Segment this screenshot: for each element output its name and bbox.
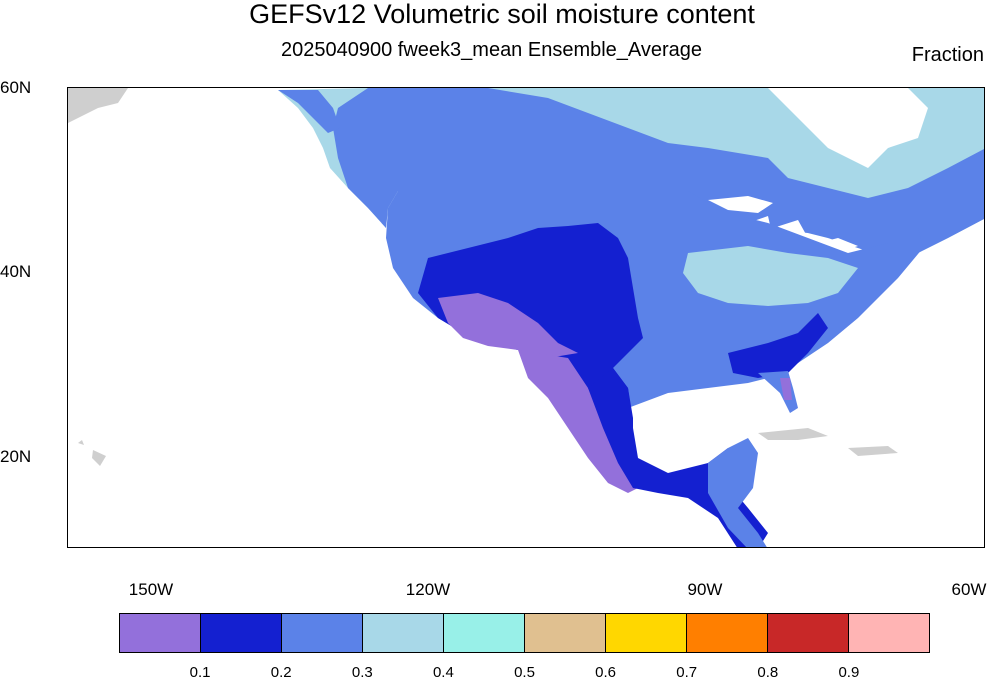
colorbar-box [525,614,606,652]
chart-subtitle: 2025040900 fweek3_mean Ensemble_Average [281,39,703,61]
region-ohio-valley [683,246,858,306]
region-great-lakes [708,196,858,256]
region-florida-tip [780,378,792,400]
region-alaska-panhandle [278,90,340,133]
colorbar [119,613,930,653]
colorbar-label: 0.4 [432,664,454,681]
lat-label: 40N [0,262,32,281]
colorbar-box [444,614,525,652]
region-caribbean [758,428,898,456]
units-label: Fraction [911,44,984,66]
region-central-america [708,438,767,547]
lat-label: 20N [0,447,32,466]
region-hawaii [78,440,106,466]
region-hudson-bay [768,88,928,168]
colorbar-label: 0.7 [676,664,698,681]
chart-title: GEFSv12 Volumetric soil moisture content [249,0,755,29]
region-alaska-corner [68,88,128,123]
colorbar-box [768,614,849,652]
colorbar-box [201,614,282,652]
region-southwest [438,293,578,358]
lon-label: 90W [687,580,723,599]
colorbar-label: 0.1 [189,664,211,681]
colorbar-label: 0.6 [595,664,617,681]
region-southeast [728,313,828,378]
colorbar-label: 0.9 [838,664,860,681]
colorbar-label: 0.3 [351,664,373,681]
colorbar-label: 0.8 [757,664,779,681]
lon-label: 120W [405,580,451,599]
colorbar-box [849,614,929,652]
colorbar-label: 0.5 [514,664,535,681]
colorbar-label: 0.2 [270,664,292,681]
lat-label: 60N [0,78,32,97]
colorbar-box [687,614,768,652]
lon-label: 150W [128,580,174,599]
colorbar-box [363,614,444,652]
region-canada-mid [333,88,984,258]
lon-label: 60W [951,580,987,599]
map-panel [67,87,985,548]
colorbar-box [282,614,363,652]
region-florida [758,371,798,413]
colorbar-box [606,614,687,652]
soil-moisture-map [68,88,984,547]
colorbar-box [120,614,201,652]
region-mexico [518,350,638,493]
